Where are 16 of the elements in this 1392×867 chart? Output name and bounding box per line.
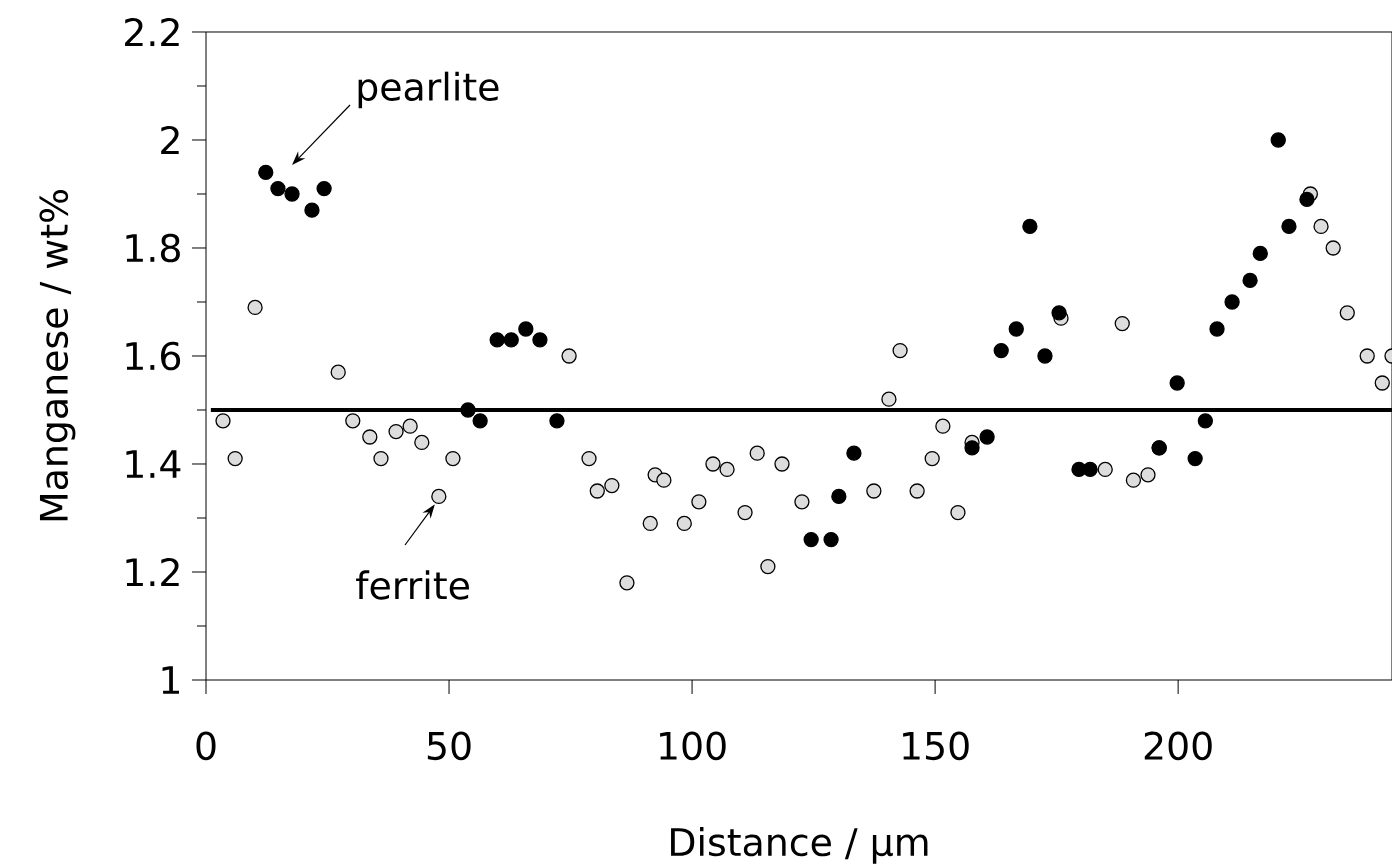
y-tick-label: 1.4 (126, 450, 181, 478)
x-tick-label: 150 (903, 731, 969, 761)
annotation: pearlite (358, 71, 499, 109)
y-tick-label: 1.2 (126, 557, 179, 587)
y-axis-title: Manganese / wt% (39, 190, 76, 521)
x-tick-label: 100 (660, 731, 726, 761)
y-tick-label: 2 (161, 125, 179, 155)
annotation: ferrite (356, 570, 469, 600)
x-tick-label: 50 (427, 731, 471, 761)
x-axis-title: Distance / µm (671, 826, 928, 864)
y-tick-label: 1.6 (126, 341, 181, 371)
y-tick-label: 1.8 (126, 233, 180, 263)
x-tick-label: 0 (196, 731, 216, 761)
x-tick-label: 200 (1144, 731, 1212, 761)
y-tick-label: 2.2 (125, 17, 179, 47)
y-tick-label: 1 (162, 666, 179, 694)
